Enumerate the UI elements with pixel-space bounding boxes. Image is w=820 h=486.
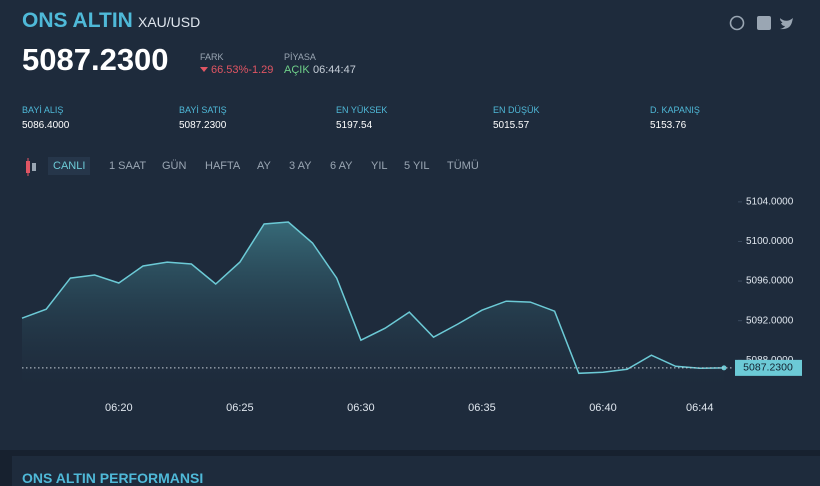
stat-value: 5153.76 xyxy=(650,120,687,131)
x-tick-label: 06:44 xyxy=(686,402,714,414)
tab[interactable]: 3 AY xyxy=(289,160,312,172)
x-tick-label: 06:25 xyxy=(226,402,254,414)
facebook-icon[interactable] xyxy=(757,16,771,30)
reference-label: 5087.2300 xyxy=(743,362,793,374)
candle-icon[interactable] xyxy=(24,158,38,176)
change: 66.53%-1.29 xyxy=(211,64,274,76)
line xyxy=(21,221,725,375)
stat-value: 5015.57 xyxy=(493,120,530,131)
last-point xyxy=(721,365,727,371)
tab[interactable]: AY xyxy=(257,160,271,172)
tab[interactable]: TÜMÜ xyxy=(447,160,479,172)
tab[interactable]: GÜN xyxy=(162,160,187,172)
tab[interactable]: YIL xyxy=(371,160,388,172)
x-tick-label: 06:30 xyxy=(347,402,375,414)
y-tick-label: 5092.0000 xyxy=(746,315,794,326)
social-icons xyxy=(729,15,793,31)
stat-value: 5086.4000 xyxy=(22,120,70,131)
whatsapp-icon[interactable] xyxy=(729,15,745,31)
stat-value: 5197.54 xyxy=(336,120,373,131)
x-tick-label: 06:20 xyxy=(105,402,133,414)
chart: 5088.00005092.00005096.00005100.00005104… xyxy=(21,197,802,414)
stat-value: 5087.2300 xyxy=(179,120,227,131)
down-arrow xyxy=(200,67,208,72)
stat-label: BAYİ SATIŞ xyxy=(179,105,227,115)
market-label: PİYASA xyxy=(284,52,316,62)
reference-badge xyxy=(735,359,802,376)
twitter-icon[interactable] xyxy=(780,18,793,30)
tab[interactable]: 6 AY xyxy=(330,160,353,172)
price: 5087.2300 xyxy=(22,42,169,77)
x-tick-label: 06:35 xyxy=(468,402,496,414)
change-label: FARK xyxy=(200,52,224,62)
title: ONS ALTIN xyxy=(22,9,133,32)
y-tick-label: 5096.0000 xyxy=(746,276,794,287)
stat-label: EN YÜKSEK xyxy=(336,105,388,115)
stat-label: D. KAPANIŞ xyxy=(650,105,700,115)
tab[interactable]: 1 SAAT xyxy=(109,160,147,172)
market-status: AÇIK xyxy=(284,64,310,76)
time: 06:44:47 xyxy=(313,64,356,76)
stat-label: BAYİ ALIŞ xyxy=(22,105,64,115)
y-tick-label: 5100.0000 xyxy=(746,236,794,247)
tab[interactable]: 5 YIL xyxy=(404,160,430,172)
footer-title: ONS ALTIN PERFORMANSI xyxy=(22,470,204,486)
tab[interactable]: HAFTA xyxy=(205,160,241,172)
area xyxy=(22,222,724,385)
y-tick-label: 5104.0000 xyxy=(746,197,794,208)
stat-label: EN DÜŞÜK xyxy=(493,105,540,115)
symbol: XAU/USD xyxy=(138,14,201,30)
x-tick-label: 06:40 xyxy=(589,402,617,414)
tab[interactable]: CANLI xyxy=(48,157,91,175)
